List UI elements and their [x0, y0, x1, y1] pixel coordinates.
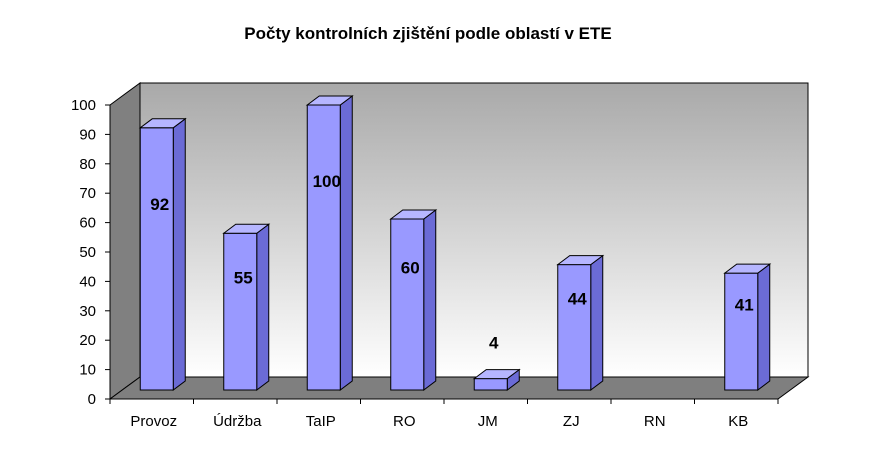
x-category-label: RO: [393, 413, 416, 430]
x-category-label: KB: [728, 413, 748, 430]
bar-front: [139, 127, 174, 391]
bar-top: [556, 255, 605, 266]
data-label: 44: [568, 290, 587, 309]
data-label: 60: [401, 259, 420, 278]
x-category-label: Údržba: [213, 413, 262, 430]
x-axis-category-labels: Provoz Údržba TaIP RO JM ZJ RN KB: [130, 413, 748, 430]
bar-front: [473, 378, 508, 391]
data-label: 4: [489, 334, 499, 353]
x-category-label: ZJ: [563, 413, 580, 430]
x-category-label: Provoz: [130, 413, 177, 430]
bar-provoz: [138, 117, 187, 391]
bar-údržba: [222, 223, 271, 391]
y-tick-label: 10: [79, 362, 96, 379]
data-label: 92: [150, 195, 169, 214]
bar-front: [724, 272, 759, 391]
bar-top: [389, 209, 438, 220]
y-axis: 0 10 20 30 40 50 60 70 80 90 100: [71, 97, 779, 408]
bar-top: [305, 95, 354, 106]
y-tick-label: 60: [79, 215, 96, 232]
bar-kb: [723, 263, 772, 391]
bar-top: [723, 263, 772, 274]
data-label: 41: [735, 296, 754, 315]
y-tick-label: 80: [79, 156, 96, 173]
bar-jm: [472, 368, 521, 391]
y-tick-label: 30: [79, 303, 96, 320]
y-tick-label: 0: [88, 391, 96, 408]
y-tick-label: 70: [79, 185, 96, 202]
bar-ro: [389, 209, 438, 391]
data-label: 55: [234, 268, 253, 287]
y-tick-label: 50: [79, 244, 96, 261]
x-category-label: RN: [644, 413, 666, 430]
chart-title: Počty kontrolních zjištění podle oblastí…: [244, 24, 611, 43]
bars: [138, 95, 772, 391]
bar-taip: [305, 95, 354, 391]
bar-top: [472, 369, 521, 380]
x-category-label: JM: [478, 413, 498, 430]
bar-side: [339, 95, 353, 391]
y-tick-label: 40: [79, 273, 96, 290]
chart-floor: [108, 376, 810, 400]
y-tick-label: 100: [71, 97, 96, 114]
bar-side: [172, 117, 186, 391]
data-label: 100: [313, 172, 341, 191]
x-category-label: TaIP: [306, 413, 336, 430]
bar-side: [423, 209, 437, 391]
chart-side-wall: [109, 82, 141, 400]
bar-side: [590, 254, 604, 391]
bar-top: [222, 223, 271, 234]
bar-top: [138, 118, 187, 129]
y-tick-label: 20: [79, 332, 96, 349]
bar-front: [557, 264, 592, 391]
bar-front: [223, 232, 258, 391]
bar-zj: [556, 254, 605, 391]
bar-front: [390, 218, 425, 391]
bar-front: [306, 104, 341, 391]
bar-side: [256, 223, 270, 391]
bar-side: [757, 263, 771, 391]
y-tick-label: 90: [79, 126, 96, 143]
